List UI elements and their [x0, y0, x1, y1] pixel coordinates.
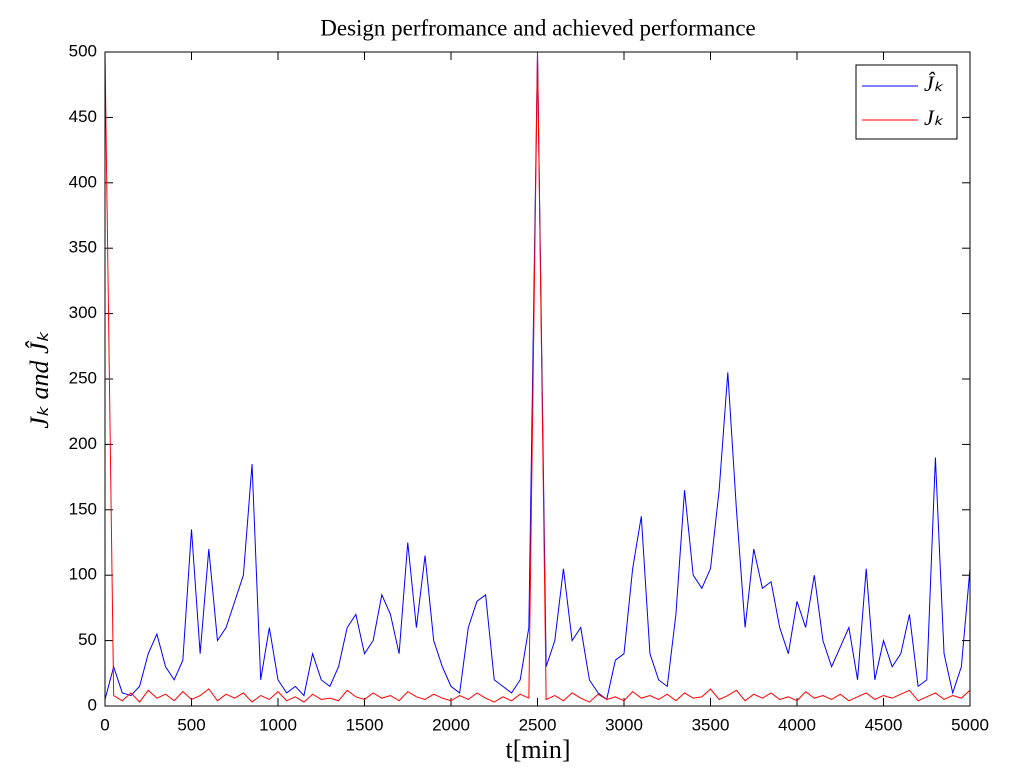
legend-label: Ĵₖ [924, 71, 944, 96]
y-tick-label: 400 [69, 172, 97, 191]
y-tick-label: 450 [69, 107, 97, 126]
chart-title: Design perfromance and achieved performa… [320, 15, 756, 40]
y-tick-label: 50 [78, 630, 97, 649]
y-tick-label: 250 [69, 368, 97, 387]
x-tick-label: 500 [177, 715, 205, 734]
x-tick-label: 2500 [519, 715, 557, 734]
y-tick-label: 200 [69, 434, 97, 453]
legend-box [855, 64, 958, 140]
y-tick-label: 350 [69, 238, 97, 257]
y-tick-label: 300 [69, 303, 97, 322]
legend-label: Jₖ [924, 105, 944, 130]
y-tick-label: 100 [69, 565, 97, 584]
plot-frame [104, 51, 971, 707]
x-tick-label: 3500 [692, 715, 730, 734]
x-tick-label: 5000 [951, 715, 989, 734]
x-tick-label: 2000 [432, 715, 470, 734]
y-tick-label: 150 [69, 499, 97, 518]
x-tick-label: 1500 [346, 715, 384, 734]
y-tick-label: 500 [69, 41, 97, 60]
x-tick-label: 3000 [605, 715, 643, 734]
x-tick-label: 4000 [778, 715, 816, 734]
series-line [104, 51, 971, 703]
y-axis-label: Jₖ and Ĵₖ [25, 330, 54, 428]
y-tick-label: 0 [88, 695, 97, 714]
series-line [104, 51, 971, 701]
x-tick-label: 1000 [259, 715, 297, 734]
x-axis-label: t[min] [506, 735, 571, 764]
x-tick-label: 0 [100, 715, 109, 734]
x-tick-label: 4500 [865, 715, 903, 734]
